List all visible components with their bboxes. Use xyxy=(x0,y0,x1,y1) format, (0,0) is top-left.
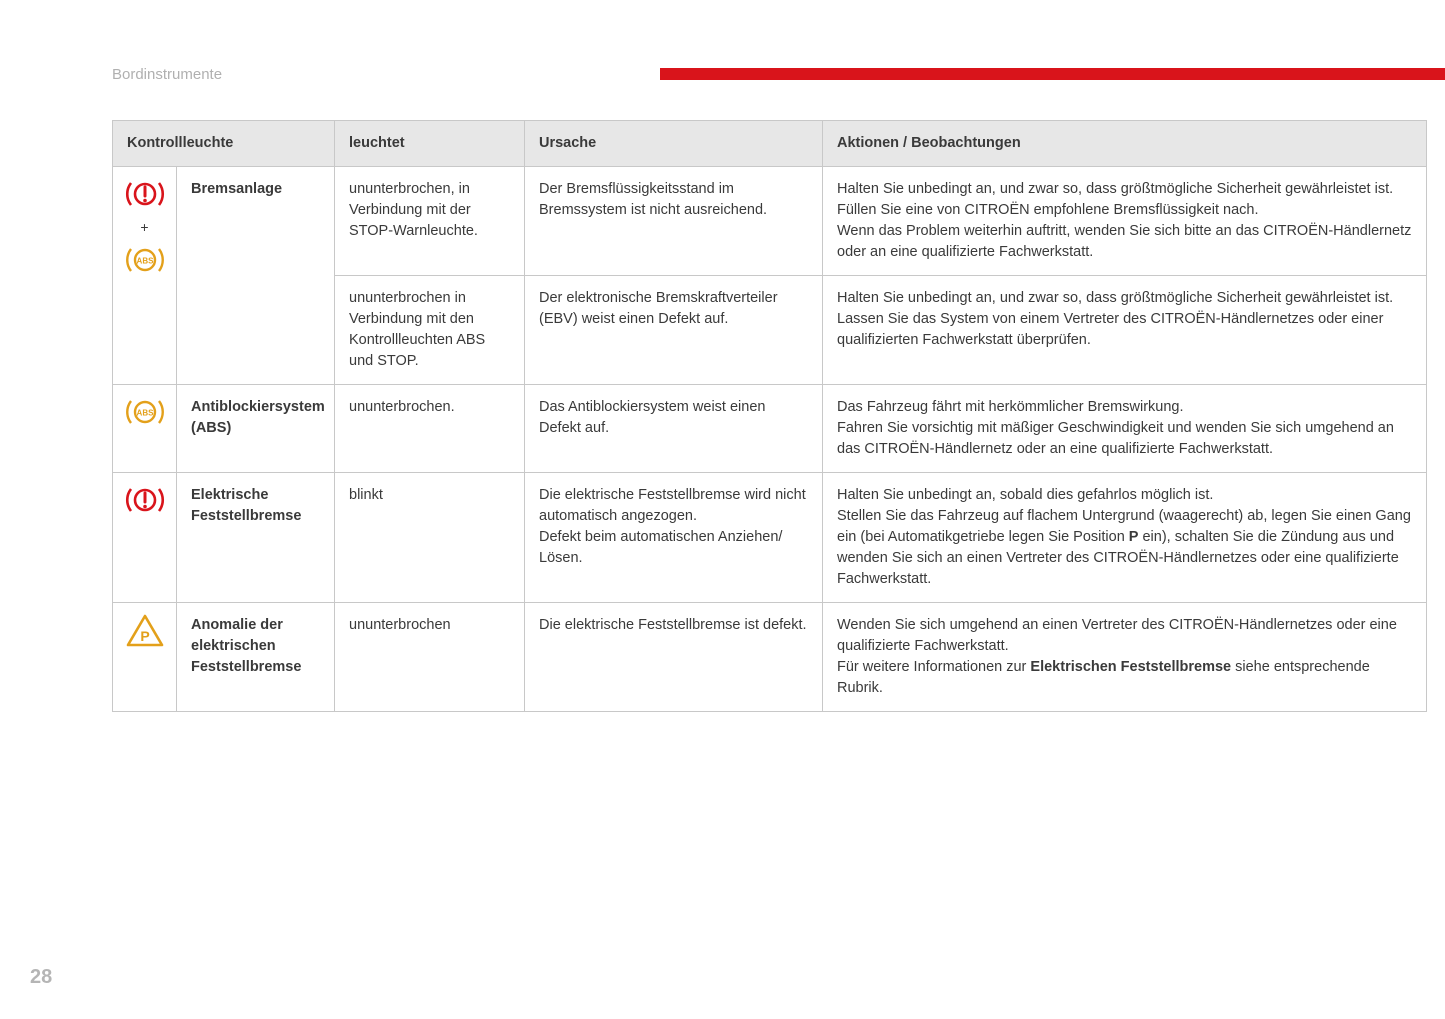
col-header-kontrollleuchte: Kontrollleuchte xyxy=(113,121,335,167)
icon-cell-parkbrake xyxy=(113,473,177,603)
row-name: Elektrische Feststellbremse xyxy=(177,473,335,603)
abs-warning-icon: ABS xyxy=(125,243,165,277)
warning-lights-table: Kontrollleuchte leuchtet Ursache Aktione… xyxy=(112,120,1427,712)
brake-warning-icon xyxy=(125,177,165,211)
table-header-row: Kontrollleuchte leuchtet Ursache Aktione… xyxy=(113,121,1427,167)
table-row: P Anomalie der elektrischen Feststellbre… xyxy=(113,603,1427,712)
cell-action: Halten Sie unbedingt an, und zwar so, da… xyxy=(823,276,1427,385)
brake-warning-icon xyxy=(125,483,165,517)
cell-action: Halten Sie unbedingt an, sobald dies gef… xyxy=(823,473,1427,603)
svg-text:ABS: ABS xyxy=(136,409,154,418)
icon-cell-abs: ABS xyxy=(113,385,177,473)
cell-cause: Der Bremsflüssigkeitsstand im Bremssyste… xyxy=(525,167,823,276)
table-row: Elektrische Feststellbremse blinkt Die e… xyxy=(113,473,1427,603)
cell-state: ununterbrochen xyxy=(335,603,525,712)
cell-action: Wenden Sie sich umgehend an einen Vertre… xyxy=(823,603,1427,712)
park-triangle-icon: P xyxy=(125,613,165,649)
table-row: + ABS Bremsanlage ununterbrochen, in Ver… xyxy=(113,167,1427,276)
cell-action: Halten Sie unbedingt an, und zwar so, da… xyxy=(823,167,1427,276)
header-accent-bar xyxy=(660,68,1445,80)
row-name: Bremsanlage xyxy=(177,167,335,385)
page-number: 28 xyxy=(30,966,52,989)
cell-action: Das Fahrzeug fährt mit herkömmlicher Bre… xyxy=(823,385,1427,473)
action-text-bold: Elektrischen Feststellbremse xyxy=(1030,659,1231,675)
col-header-ursache: Ursache xyxy=(525,121,823,167)
svg-text:P: P xyxy=(140,628,149,644)
cell-cause: Der elektronische Bremskraftverteiler (E… xyxy=(525,276,823,385)
cell-state: ununterbrochen in Verbindung mit den Kon… xyxy=(335,276,525,385)
cell-cause: Die elektrische Feststellbremse ist defe… xyxy=(525,603,823,712)
cell-state: ununterbrochen. xyxy=(335,385,525,473)
cell-cause: Die elektrische Feststellbremse wird nic… xyxy=(525,473,823,603)
abs-warning-icon: ABS xyxy=(125,395,165,429)
row-name: Anomalie der elektrischen Feststellbrems… xyxy=(177,603,335,712)
plus-separator: + xyxy=(117,217,172,237)
section-title: Bordinstrumente xyxy=(112,66,222,83)
cell-state: blinkt xyxy=(335,473,525,603)
icon-cell-bremsanlage: + ABS xyxy=(113,167,177,385)
cell-cause: Das Antiblockiersystem weist einen Defek… xyxy=(525,385,823,473)
table-row: ABS Antiblockiersystem (ABS) ununterbroc… xyxy=(113,385,1427,473)
cell-state: ununterbrochen, in Verbindung mit der ST… xyxy=(335,167,525,276)
svg-text:ABS: ABS xyxy=(136,257,154,266)
row-name: Antiblockiersystem (ABS) xyxy=(177,385,335,473)
col-header-aktionen: Aktionen / Beobachtungen xyxy=(823,121,1427,167)
col-header-leuchtet: leuchtet xyxy=(335,121,525,167)
icon-cell-park-anomaly: P xyxy=(113,603,177,712)
